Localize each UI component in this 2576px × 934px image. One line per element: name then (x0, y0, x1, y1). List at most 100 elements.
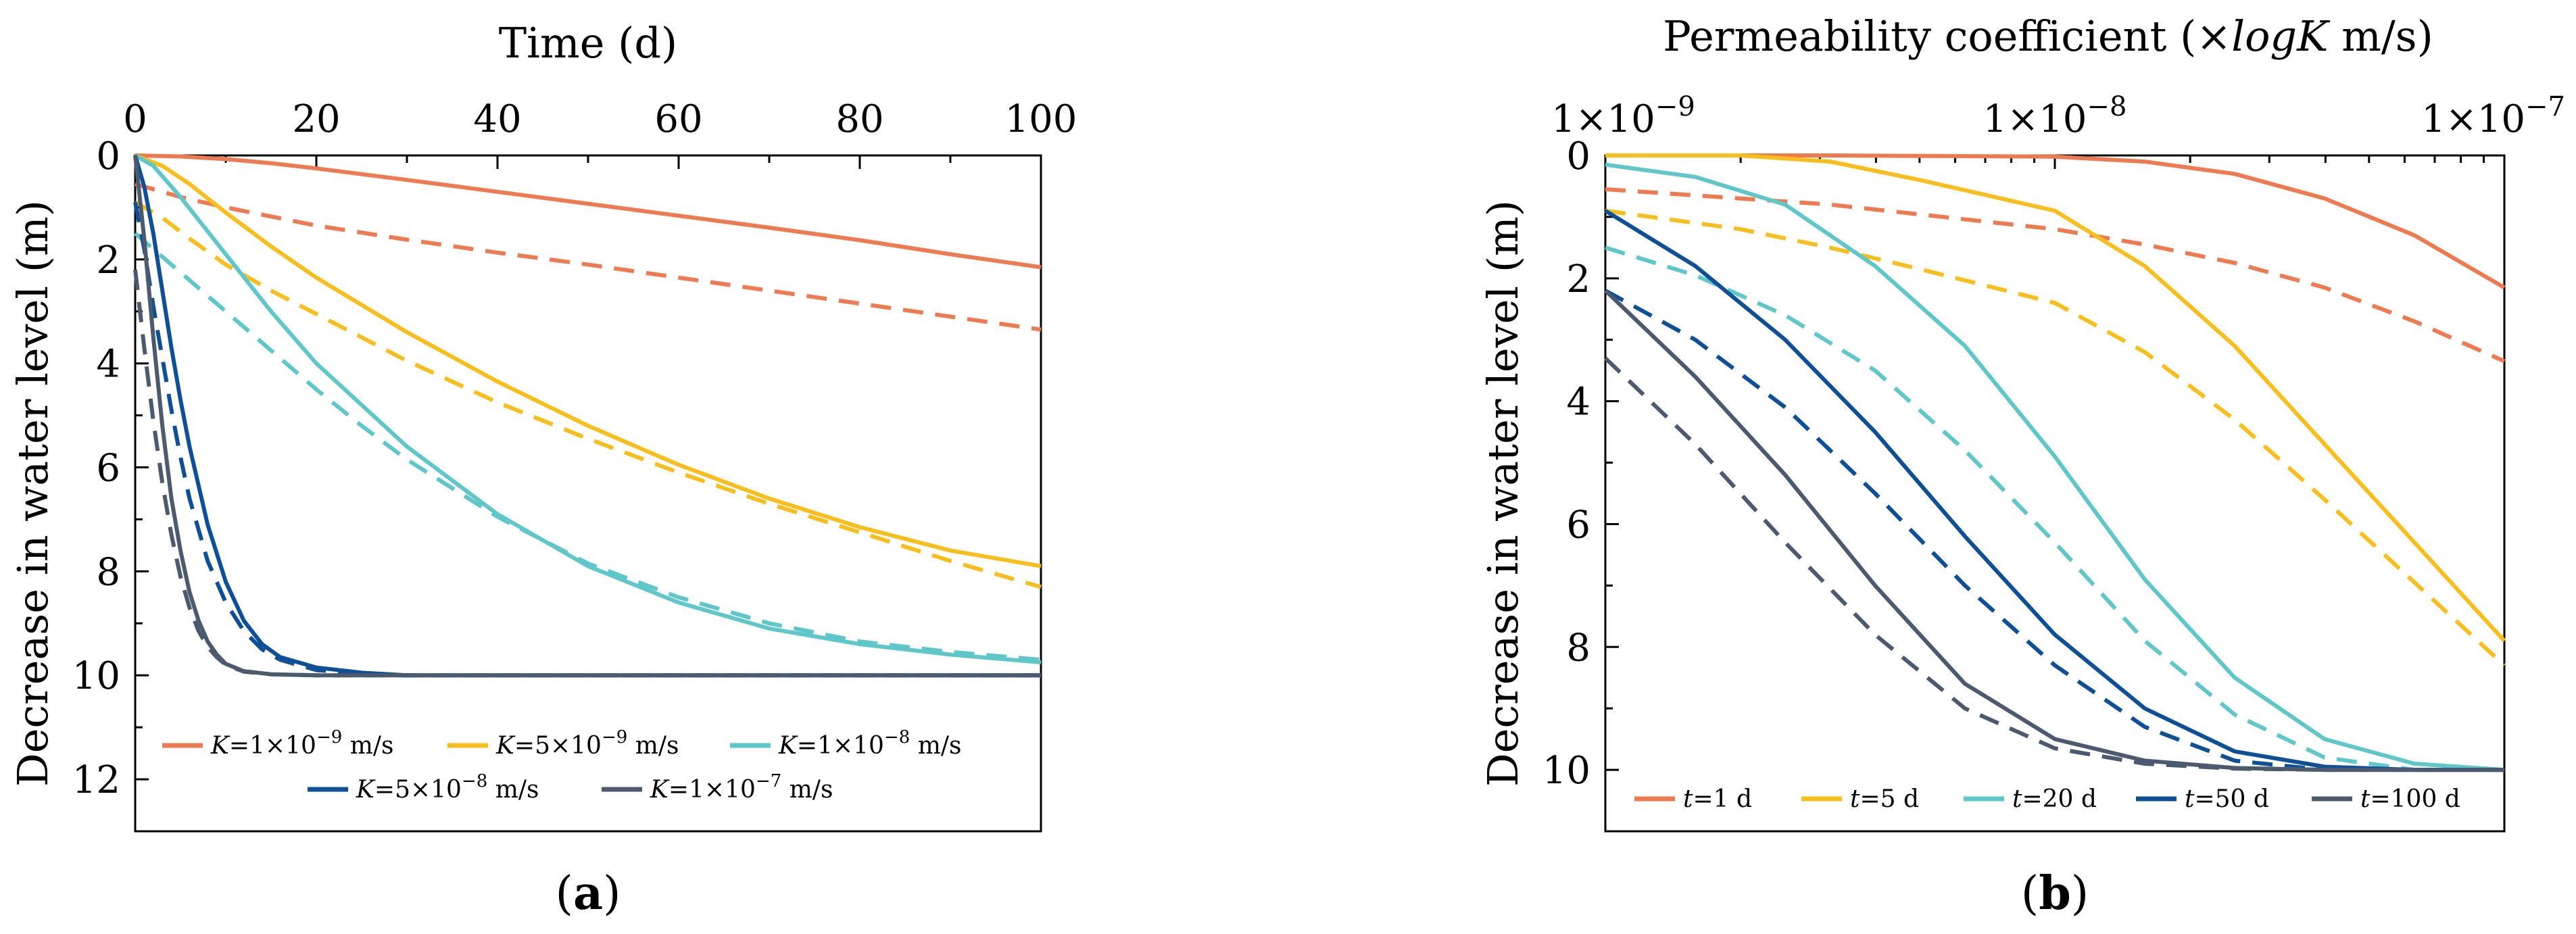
legend-label-text: =5×10 (374, 776, 462, 804)
legend-label-var: t (2360, 785, 2371, 813)
series-line-dashed (1603, 356, 2504, 772)
series-line-dashed (1605, 187, 2506, 364)
panel-label-b: (b) (2021, 866, 2089, 920)
y-tick-label: 2 (96, 239, 120, 282)
legend-label-text: =100 d (2370, 785, 2460, 813)
series-line-dashed (1605, 245, 2504, 772)
legend-item: K=5×10−8 m/s (308, 771, 539, 804)
series-line-dashed (1604, 289, 2504, 772)
y-tick-labels-a: 0 2 4 6 8 10 12 (72, 134, 120, 802)
x-tick-label: 60 (654, 97, 702, 141)
legend-item: t=50 d (2136, 785, 2269, 813)
legend-label-text: =1 d (1693, 785, 1752, 813)
x-tick-labels-a: 0 20 40 60 80 100 (123, 97, 1077, 141)
legend-label: K=5×10−9 m/s (495, 727, 679, 760)
y-tick-labels-b: 0 2 4 6 8 10 (1542, 134, 1590, 793)
legend-label: K=1×10−8 m/s (778, 727, 961, 760)
x-axis-title-b: Permeability coefficient (×logK m/s) (1663, 11, 2433, 61)
legend-b: t=1 d t=5 d t=20 d t=50 d t=100 d (1634, 785, 2460, 813)
legend-label-text: =50 d (2194, 785, 2268, 813)
legend-label-text: =1×10 (229, 732, 316, 760)
y-tick-label: 2 (1566, 257, 1590, 301)
legend-label-exp: −8 (884, 727, 910, 747)
y-tick-label: 6 (96, 447, 120, 491)
legend-item: K=1×10−8 m/s (730, 727, 961, 760)
panel-letter-a: a (573, 866, 603, 920)
legend-label: K=1×10−9 m/s (210, 727, 393, 760)
x-tick-label: 40 (473, 97, 521, 141)
series-line-solid (134, 153, 1042, 568)
legend-label-text: =1×10 (669, 776, 756, 804)
y-tick-label: 6 (1566, 503, 1590, 547)
legend-item: t=100 d (2312, 785, 2460, 813)
x-tick-label: 1×10−9 (1551, 91, 1695, 141)
legend-label-exp: −7 (756, 771, 781, 791)
x-tick-label-exp: −8 (2087, 91, 2127, 122)
x-tick-label: 20 (292, 97, 340, 141)
y-tick-label: 8 (96, 550, 120, 594)
x-tick-label: 1×10−8 (1983, 91, 2127, 141)
x-axis-title-b-italic: logK (2231, 11, 2331, 61)
series-line-solid (1605, 153, 2506, 643)
x-tick-label: 80 (835, 97, 883, 141)
legend-label-unit: m/s (487, 776, 539, 804)
x-axis-title-a: Time (d) (499, 18, 677, 68)
legend-label-exp: −9 (316, 727, 342, 747)
panel-a: 0 20 40 60 80 100 0 2 4 6 8 10 12 Time (d) Decrease… (8, 18, 1077, 920)
y-tick-label: 12 (72, 758, 120, 802)
x-axis-title-b-post: m/s) (2328, 11, 2433, 61)
series-lines-b (1603, 153, 2506, 772)
legend-label: K=5×10−8 m/s (356, 771, 539, 804)
legend-label-text: =20 d (2022, 785, 2096, 813)
y-tick-label: 4 (1566, 380, 1590, 424)
legend-item: t=1 d (1634, 785, 1752, 813)
legend-label: t=20 d (2012, 785, 2097, 813)
series-line-solid (1603, 289, 2504, 772)
legend-item: t=20 d (1964, 785, 2097, 813)
x-tick-label-base: 1×10 (2421, 97, 2525, 141)
x-tick-label: 100 (1005, 97, 1077, 141)
x-tick-label: 1×10−7 (2421, 91, 2565, 141)
legend-a: K=1×10−9 m/s K=5×10−9 m/s K=1×10−8 m/sK=5×… (162, 727, 961, 804)
legend-label-var: t (1850, 785, 1860, 813)
series-lines-a (133, 153, 1042, 678)
legend-label-text: =5 d (1860, 785, 1919, 813)
legend-label: t=50 d (2185, 785, 2269, 813)
legend-item: K=1×10−9 m/s (162, 727, 393, 760)
legend-label-var: t (1683, 785, 1693, 813)
legend-label-unit: m/s (781, 776, 833, 804)
x-tick-label-exp: −7 (2525, 91, 2565, 122)
series-line-solid (133, 155, 1041, 678)
legend-label: t=1 d (1683, 785, 1752, 813)
x-axis-title-b-pre: Permeability coefficient (× (1663, 11, 2231, 61)
legend-label-unit: m/s (910, 732, 961, 760)
y-tick-label: 0 (1566, 134, 1590, 178)
y-axis-title-a: Decrease in water level (m) (8, 200, 57, 787)
y-tick-label: 10 (72, 654, 120, 698)
legend-label-var: K (210, 732, 230, 760)
panel-label-a: (a) (555, 866, 621, 920)
x-tick-label-exp: −9 (1655, 91, 1695, 122)
ticks-b (1604, 154, 2506, 771)
legend-label-var: t (2012, 785, 2022, 813)
series-line-solid (1604, 209, 2504, 772)
legend-label-var: t (2185, 785, 2195, 813)
series-line-dashed (133, 201, 1041, 678)
series-line-solid (134, 153, 1042, 664)
legend-label: K=1×10−7 m/s (650, 771, 833, 804)
legend-label: t=100 d (2360, 785, 2460, 813)
panel-letter-b: b (2039, 866, 2071, 920)
legend-label-unit: m/s (627, 732, 679, 760)
y-tick-label: 8 (1566, 626, 1590, 670)
legend-label-exp: −8 (462, 771, 487, 791)
legend-item: t=5 d (1801, 785, 1919, 813)
y-tick-label: 4 (96, 343, 120, 387)
series-line-dashed (134, 200, 1042, 589)
series-line-solid (133, 155, 1041, 678)
series-line-solid (1605, 162, 2505, 772)
legend-label-unit: m/s (342, 732, 393, 760)
legend-label: t=5 d (1850, 785, 1919, 813)
series-line-dashed (133, 269, 1041, 678)
y-tick-label: 10 (1542, 749, 1590, 793)
